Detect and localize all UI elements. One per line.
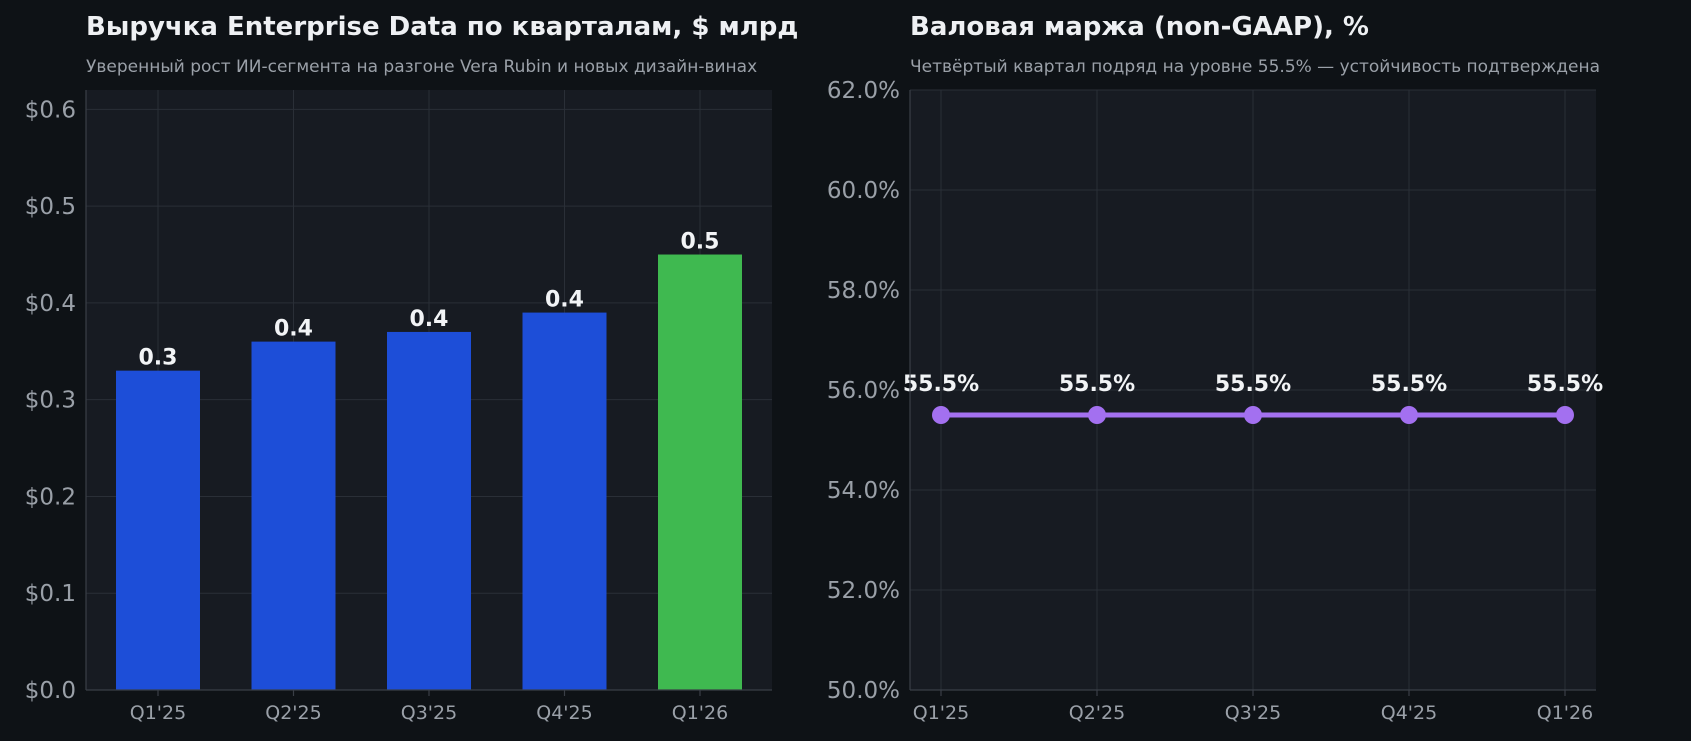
revenue-chart: Выручка Enterprise Data по кварталам, $ … — [25, 12, 799, 724]
revenue-x-tick-label: Q2'25 — [265, 702, 321, 724]
margin-x-tick-label: Q4'25 — [1381, 702, 1437, 724]
margin-x-tick-label: Q3'25 — [1225, 702, 1281, 724]
revenue-y-tick-label: $0.2 — [25, 484, 76, 510]
revenue-x-tick-label: Q1'26 — [672, 702, 728, 724]
revenue-x-tick-label: Q4'25 — [536, 702, 592, 724]
margin-x-tick-label: Q2'25 — [1069, 702, 1125, 724]
margin-chart: Валовая маржа (non-GAAP), % Четвёртый кв… — [827, 12, 1603, 724]
revenue-y-tick-label: $0.6 — [25, 97, 76, 123]
margin-point-value-label: 55.5% — [1215, 372, 1291, 397]
margin-x-tick-label: Q1'26 — [1537, 702, 1593, 724]
revenue-y-tick-label: $0.1 — [25, 581, 76, 607]
revenue-bar — [522, 312, 607, 690]
revenue-bar — [658, 254, 742, 691]
margin-series — [932, 406, 1574, 424]
revenue-x-axis: Q1'25 Q2'25 Q3'25 Q4'25 Q1'26 — [85, 90, 772, 724]
margin-point-value-label: 55.5% — [903, 372, 979, 397]
margin-x-axis: Q1'25 Q2'25 Q3'25 Q4'25 Q1'26 — [909, 90, 1596, 724]
revenue-y-tick-label: $0.5 — [25, 194, 76, 220]
revenue-x-tick-label: Q1'25 — [130, 702, 186, 724]
revenue-y-tick-label: $0.4 — [25, 291, 76, 317]
margin-point — [1244, 406, 1262, 424]
revenue-bar — [116, 370, 200, 690]
margin-point — [932, 406, 950, 424]
margin-y-tick-label: 52.0% — [827, 578, 900, 604]
revenue-bar-value-label: 0.3 — [139, 346, 178, 371]
margin-y-tick-label: 60.0% — [827, 178, 900, 204]
revenue-y-tick-label: $0.3 — [25, 388, 76, 414]
revenue-y-tick-label: $0.0 — [25, 678, 76, 704]
margin-y-tick-label: 54.0% — [827, 478, 900, 504]
margin-chart-subtitle: Четвёртый квартал подряд на уровне 55.5%… — [910, 57, 1600, 77]
revenue-x-tick-label: Q3'25 — [401, 702, 457, 724]
revenue-bar-value-label: 0.4 — [410, 307, 449, 332]
revenue-chart-subtitle: Уверенный рост ИИ-сегмента на разгоне Ve… — [86, 57, 757, 77]
margin-y-axis: 50.0% 52.0% 54.0% 56.0% 58.0% 60.0% 62.0% — [827, 78, 900, 704]
margin-data-labels: 55.5% 55.5% 55.5% 55.5% 55.5% — [903, 372, 1603, 397]
margin-x-tick-label: Q1'25 — [913, 702, 969, 724]
margin-y-tick-label: 58.0% — [827, 278, 900, 304]
margin-y-tick-label: 50.0% — [827, 678, 900, 704]
margin-point-value-label: 55.5% — [1059, 372, 1135, 397]
margin-point — [1556, 406, 1574, 424]
revenue-y-axis: $0.0 $0.1 $0.2 $0.3 $0.4 $0.5 $0.6 — [25, 97, 76, 704]
revenue-bar — [387, 331, 471, 690]
margin-point-value-label: 55.5% — [1527, 372, 1603, 397]
margin-point — [1400, 406, 1418, 424]
margin-point — [1088, 406, 1106, 424]
revenue-bar — [251, 341, 336, 690]
revenue-data-labels: 0.3 0.4 0.4 0.4 0.5 — [139, 230, 720, 371]
margin-point-value-label: 55.5% — [1371, 372, 1447, 397]
revenue-chart-title: Выручка Enterprise Data по кварталам, $ … — [86, 12, 798, 42]
revenue-bar-value-label: 0.5 — [681, 230, 720, 255]
revenue-bars — [116, 254, 742, 691]
revenue-bar-value-label: 0.4 — [274, 317, 313, 342]
revenue-bar-value-label: 0.4 — [545, 288, 584, 313]
margin-y-tick-label: 56.0% — [827, 378, 900, 404]
margin-chart-title: Валовая маржа (non-GAAP), % — [910, 12, 1369, 42]
margin-y-tick-label: 62.0% — [827, 78, 900, 104]
